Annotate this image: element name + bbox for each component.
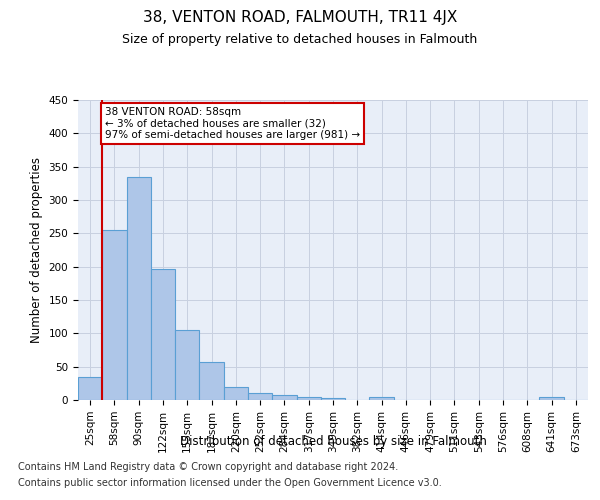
Bar [199, 362, 224, 400]
Text: Contains public sector information licensed under the Open Government Licence v3: Contains public sector information licen… [18, 478, 442, 488]
Text: 38, VENTON ROAD, FALMOUTH, TR11 4JX: 38, VENTON ROAD, FALMOUTH, TR11 4JX [143, 10, 457, 25]
Bar [127, 176, 151, 400]
Bar [151, 268, 175, 400]
Text: 38 VENTON ROAD: 58sqm
← 3% of detached houses are smaller (32)
97% of semi-detac: 38 VENTON ROAD: 58sqm ← 3% of detached h… [105, 106, 361, 140]
Text: Distribution of detached houses by size in Falmouth: Distribution of detached houses by size … [179, 435, 487, 448]
Bar [78, 376, 102, 400]
Bar [296, 396, 321, 400]
Text: Size of property relative to detached houses in Falmouth: Size of property relative to detached ho… [122, 32, 478, 46]
Bar [102, 230, 127, 400]
Text: Contains HM Land Registry data © Crown copyright and database right 2024.: Contains HM Land Registry data © Crown c… [18, 462, 398, 472]
Y-axis label: Number of detached properties: Number of detached properties [30, 157, 43, 343]
Bar [224, 388, 248, 400]
Bar [175, 330, 199, 400]
Bar [321, 398, 345, 400]
Bar [272, 396, 296, 400]
Bar [248, 392, 272, 400]
Bar [370, 396, 394, 400]
Bar [539, 396, 564, 400]
